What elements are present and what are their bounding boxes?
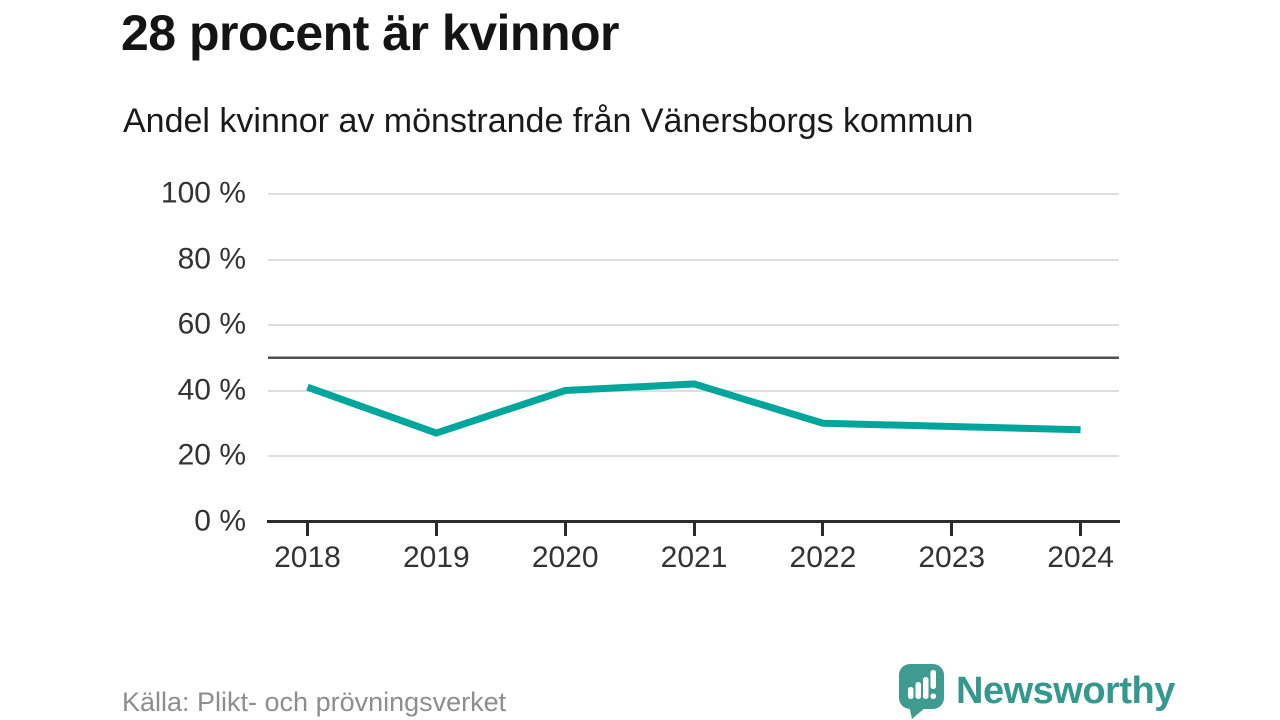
y-axis-tick-label: 0 % [194, 503, 246, 537]
gridline [268, 258, 1119, 261]
x-axis-tick-label: 2024 [1047, 541, 1114, 574]
source-caption: Källa: Plikt- och prövningsverket [122, 687, 507, 717]
x-axis-tick-label: 2019 [402, 541, 470, 574]
x-axis-tick-label: 2020 [531, 541, 599, 574]
gridline [268, 193, 1119, 195]
x-axis-tick [1079, 523, 1083, 536]
x-axis-tick [821, 523, 825, 536]
y-axis-tick-label: 80 % [177, 241, 246, 275]
x-axis-tick [950, 523, 954, 536]
gridline [268, 389, 1119, 392]
x-axis-tick [434, 523, 438, 536]
y-axis-tick-label: 40 % [177, 372, 246, 406]
y-axis-tick-label: 60 % [177, 307, 246, 341]
y-axis-tick-label: 100 % [160, 176, 246, 210]
x-axis-tick [692, 523, 696, 536]
brand-name: Newsworthy [956, 669, 1175, 712]
x-axis-tick-label: 2021 [660, 541, 728, 574]
chart-title: 28 procent är kvinnor [121, 5, 620, 61]
gridline [268, 324, 1119, 326]
gridline [268, 455, 1119, 457]
x-axis-tick-label: 2018 [274, 541, 341, 574]
y-axis-tick-label: 20 % [177, 438, 246, 472]
x-axis-tick-label: 2023 [918, 541, 986, 574]
x-axis-tick-label: 2022 [789, 541, 857, 574]
x-axis-line [267, 520, 1120, 523]
x-axis-tick [563, 523, 567, 536]
x-axis-tick [306, 523, 309, 536]
brand-logo: Newsworthy [898, 663, 1175, 719]
newsworthy-logo-icon [899, 663, 944, 719]
chart-subtitle: Andel kvinnor av mönstrande från Vänersb… [123, 102, 974, 140]
